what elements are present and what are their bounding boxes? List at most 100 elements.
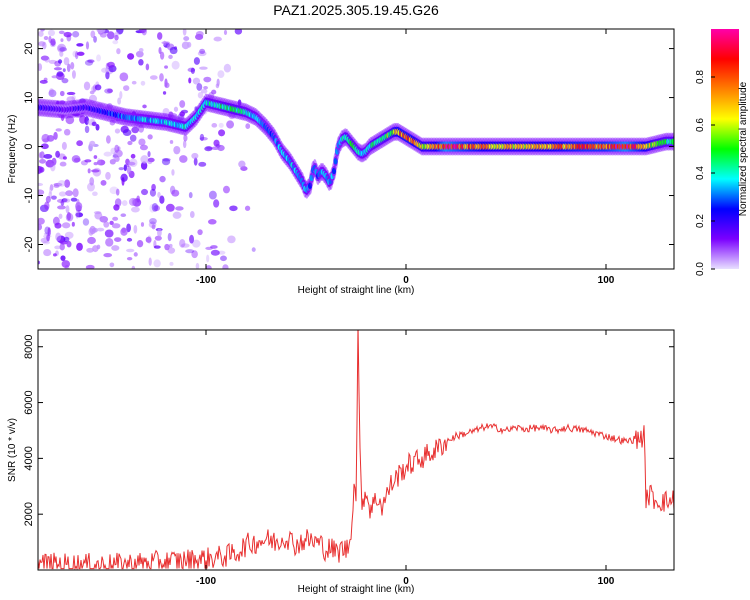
spectrogram-y-label: Frequency (Hz) (7, 115, 18, 184)
noise-speckle (46, 135, 55, 142)
noise-speckle (199, 133, 205, 142)
noise-speckle (63, 31, 72, 38)
noise-speckle (149, 217, 157, 225)
noise-speckle (179, 238, 186, 248)
noise-speckle (213, 139, 220, 147)
noise-speckle (109, 220, 114, 225)
noise-speckle (61, 141, 67, 150)
noise-speckle (151, 202, 159, 212)
noise-speckle (218, 129, 226, 137)
noise-speckle (165, 203, 175, 212)
noise-speckle (130, 206, 140, 213)
noise-speckle (66, 211, 71, 221)
noise-speckle (76, 43, 84, 47)
noise-speckle (131, 265, 136, 269)
colorbar-gradient (711, 29, 739, 269)
noise-speckle (157, 32, 163, 40)
noise-speckle (53, 131, 58, 140)
noise-speckle (94, 211, 103, 220)
noise-speckle (159, 175, 166, 183)
noise-speckle (131, 126, 140, 134)
ridge-core (333, 158, 338, 165)
noise-speckle (127, 161, 136, 166)
noise-speckle (49, 184, 54, 191)
noise-speckle (140, 80, 146, 86)
noise-speckle (199, 66, 208, 70)
colorbar-tick-label: 0.4 (695, 166, 706, 180)
noise-speckle (65, 115, 75, 125)
noise-speckle (60, 113, 65, 122)
noise-speckle (38, 182, 44, 187)
noise-speckle (244, 205, 251, 211)
snr-panel: -100 0 100 2000 4000 6000 8000 Height of stra… (7, 329, 675, 595)
noise-speckle (57, 59, 63, 64)
noise-speckle (227, 235, 236, 244)
noise-speckle (167, 232, 172, 242)
noise-speckle (89, 90, 95, 95)
noise-speckle (145, 63, 150, 71)
noise-speckle (238, 160, 246, 168)
noise-speckle (211, 123, 218, 128)
noise-speckle (40, 29, 45, 32)
noise-speckle (169, 261, 174, 266)
noise-speckle (109, 119, 116, 126)
noise-speckle (179, 100, 186, 108)
noise-speckle (217, 70, 225, 79)
noise-speckle (181, 41, 190, 50)
noise-speckle (222, 264, 229, 269)
noise-speckle (107, 61, 115, 68)
noise-speckle (167, 247, 176, 254)
spectrogram-image (38, 29, 674, 269)
snr-series-line (38, 330, 674, 570)
noise-speckle (245, 123, 251, 130)
noise-speckle (107, 88, 113, 93)
noise-speckle (76, 51, 85, 56)
noise-speckle (76, 242, 83, 251)
spectrogram-frame (37, 28, 675, 270)
noise-speckle (220, 255, 227, 262)
colorbar-tick-label: 0.2 (695, 214, 706, 228)
noise-speckle (120, 227, 128, 236)
snr-x-tick-label: -100 (196, 576, 216, 587)
noise-speckle (183, 134, 188, 142)
noise-speckle (189, 211, 195, 219)
noise-speckle (213, 199, 220, 208)
noise-speckle (106, 135, 111, 144)
noise-speckle (48, 89, 57, 98)
noise-speckle (237, 99, 242, 107)
noise-speckle (43, 36, 49, 41)
noise-speckle (251, 247, 256, 252)
noise-speckle (103, 221, 110, 228)
noise-speckle (162, 157, 171, 162)
noise-speckle (87, 236, 96, 245)
noise-speckle (193, 157, 198, 166)
noise-speckle (142, 104, 147, 109)
noise-speckle (73, 157, 81, 163)
noise-speckle (89, 140, 96, 147)
noise-speckle (140, 155, 149, 164)
noise-speckle (147, 157, 155, 163)
noise-speckle (59, 161, 67, 167)
noise-speckle (91, 169, 100, 173)
ridge-core (671, 138, 674, 145)
noise-speckle (48, 88, 54, 96)
noise-speckle (95, 123, 100, 131)
noise-speckle (161, 158, 171, 166)
noise-speckle (126, 257, 133, 261)
noise-speckle (65, 190, 74, 197)
noise-speckle (58, 191, 67, 197)
noise-speckle (179, 111, 185, 117)
noise-speckle (93, 35, 97, 43)
noise-speckle (173, 145, 181, 155)
noise-speckle (38, 63, 43, 71)
colorbar-ticks: 0.0 0.2 0.4 0.6 0.8 (695, 70, 715, 276)
noise-speckle (133, 252, 138, 257)
noise-speckle (151, 224, 156, 230)
noise-speckle (168, 54, 173, 60)
noise-speckle (222, 185, 230, 194)
noise-speckle (141, 188, 149, 196)
noise-speckle (72, 113, 80, 117)
noise-speckle (145, 236, 152, 243)
noise-speckle (79, 115, 87, 124)
noise-speckle (82, 218, 90, 226)
